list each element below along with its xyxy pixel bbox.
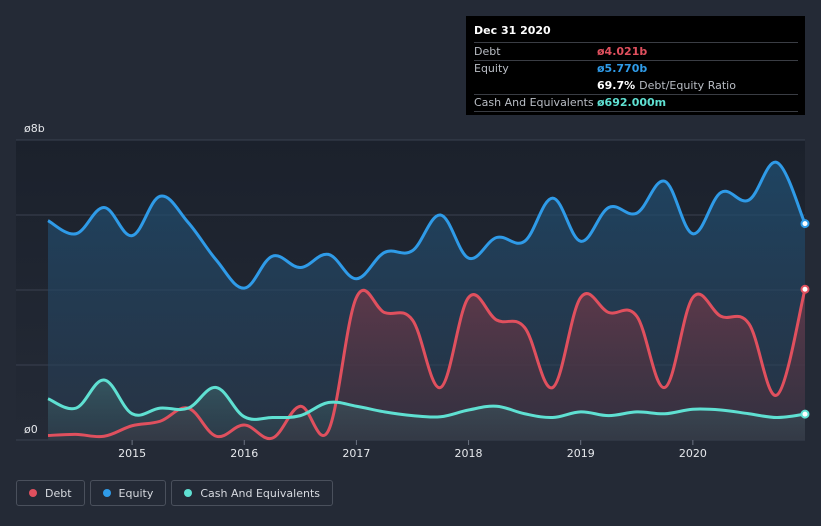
y-axis-top-label: ø8b	[24, 122, 45, 135]
legend-item-debt[interactable]: Debt	[16, 480, 85, 506]
tooltip-ratio-label: Debt/Equity Ratio	[639, 78, 736, 92]
x-tick-label: 2017	[342, 447, 370, 460]
legend-label-debt: Debt	[45, 486, 72, 500]
x-tick-label: 2015	[118, 447, 146, 460]
debt-dot-icon	[29, 489, 37, 497]
x-tick-label: 2020	[679, 447, 707, 460]
chart-legend: Debt Equity Cash And Equivalents	[16, 480, 333, 506]
legend-label-cash: Cash And Equivalents	[200, 486, 320, 500]
legend-item-equity[interactable]: Equity	[89, 480, 167, 506]
series-end-markers	[800, 219, 810, 419]
x-tick-label: 2019	[567, 447, 595, 460]
cash-line	[47, 378, 806, 421]
tooltip-row-debt: Debt ø4.021b	[474, 42, 798, 60]
tooltip-cash-label: Cash And Equivalents	[474, 96, 594, 110]
tooltip-ratio-value: 69.7%	[597, 78, 636, 92]
x-tick-label: 2016	[230, 447, 258, 460]
data-tooltip: Dec 31 2020 Debt ø4.021b Equity ø5.770b …	[466, 16, 805, 115]
tooltip-date: Dec 31 2020	[474, 24, 551, 37]
tooltip-equity-label: Equity	[474, 62, 509, 76]
tooltip-row-ratio: 69.7% Debt/Equity Ratio	[474, 77, 798, 94]
series-lines	[47, 160, 807, 441]
tooltip-debt-value: ø4.021b	[597, 44, 648, 58]
cash-dot-icon	[184, 489, 193, 497]
y-axis-bottom-label: ø0	[24, 423, 38, 436]
x-axis-ticks: 2015 2016 2017 2018 2019 2020	[118, 440, 707, 460]
x-tick-label: 2018	[455, 447, 483, 460]
equity-end-marker	[800, 219, 810, 229]
cash-end-marker	[800, 409, 810, 419]
legend-label-equity: Equity	[118, 486, 154, 500]
tooltip-cash-value: ø692.000m	[597, 96, 667, 110]
tooltip-equity-value: ø5.770b	[597, 62, 648, 76]
debt-end-marker	[800, 284, 810, 294]
tooltip-row-equity: Equity ø5.770b	[474, 59, 798, 78]
equity-dot-icon	[102, 489, 111, 497]
legend-item-cash[interactable]: Cash And Equivalents	[171, 480, 333, 506]
cash-area	[48, 379, 805, 440]
equity-line	[47, 160, 807, 290]
tooltip-debt-label: Debt	[474, 44, 501, 58]
tooltip-row-cash: Cash And Equivalents ø692.000m	[474, 93, 798, 112]
